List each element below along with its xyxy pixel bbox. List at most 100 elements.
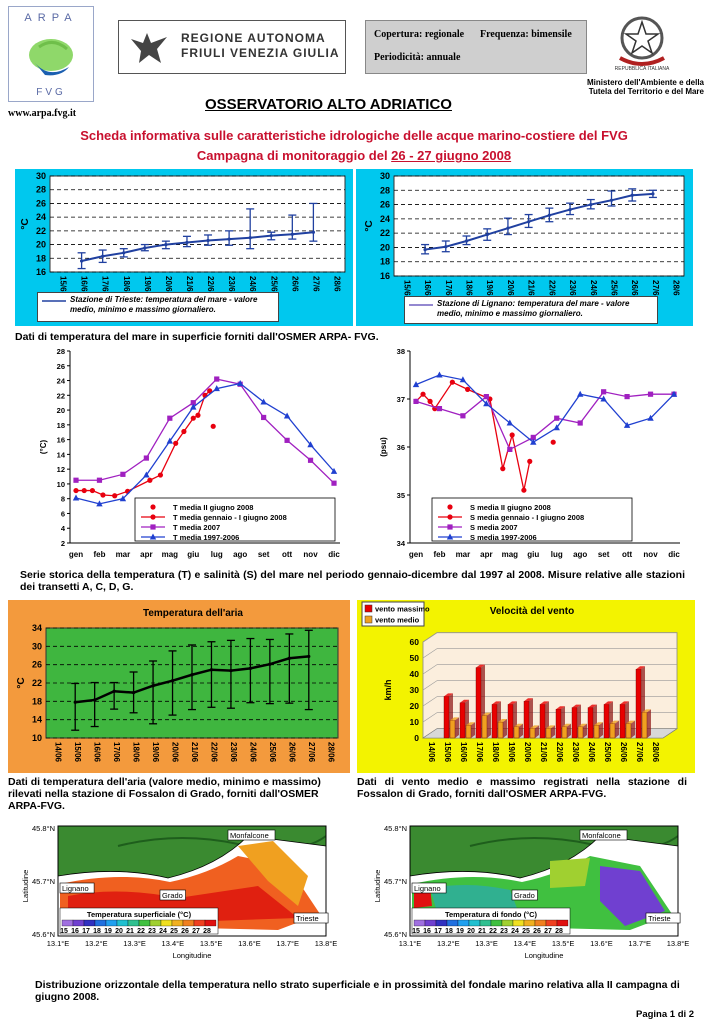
longitude-label: 13.1°E [399, 939, 422, 948]
y-tick-label: 18 [380, 257, 390, 267]
x-tick-label: lug [211, 550, 223, 559]
x-tick-label: 23/06 [571, 742, 580, 763]
data-point [576, 390, 584, 397]
x-tick-label: 17/06 [475, 742, 484, 763]
data-point [550, 439, 556, 445]
gridline [422, 696, 677, 707]
sea-temp-caption: Dati di temperatura del mare in superfic… [15, 331, 379, 343]
scale-swatch [512, 919, 525, 927]
x-tick-label: 18/6 [122, 276, 131, 292]
wind-legend-box [361, 601, 425, 627]
scale-value: 19 [104, 928, 112, 935]
mean-point [485, 232, 489, 237]
wind-chart-panel: vento massimo vento medio Velocità del ven… [357, 600, 695, 773]
mean-point [568, 207, 572, 212]
mean-bar-side [519, 723, 523, 738]
data-point [207, 388, 213, 394]
y-tick-label: 26 [380, 200, 390, 210]
y-tick-label: 18 [36, 253, 46, 263]
campaign-subtitle: Campagna di monitoraggio del 26 - 27 giu… [0, 148, 708, 163]
mean-bar-side [551, 725, 555, 738]
y-tick-label: 16 [57, 436, 65, 445]
x-tick-label: 15/6 [59, 276, 68, 292]
x-tick-label: 24/6 [248, 276, 257, 292]
data-point [465, 386, 471, 392]
mean-bar-top [610, 720, 619, 724]
data-point [447, 514, 453, 520]
coverage-label: Copertura: regionale [374, 29, 465, 40]
y-tick-label: 16 [380, 271, 390, 281]
data-point [460, 413, 466, 419]
longitude-label: 13.7°E [628, 939, 651, 948]
x-tick-label: feb [433, 550, 445, 559]
mean-bar-top [642, 709, 651, 713]
mean-bar-side [631, 720, 635, 738]
x-tick-label: lug [551, 550, 563, 559]
max-bar-top [460, 699, 469, 703]
mean-point [209, 668, 214, 672]
y-tick-label: 12 [57, 465, 65, 474]
y-tick-label: 10 [57, 480, 65, 489]
y-tick-label: 24 [380, 214, 390, 224]
mean-point [190, 673, 194, 677]
air-chart-title: Temperatura dell'aria [143, 608, 243, 619]
y-tick-label: 37 [397, 395, 405, 404]
y-axis-label: (°C) [39, 440, 48, 455]
x-tick-label: 27/6 [651, 280, 660, 296]
mean-point [248, 236, 252, 240]
latitude-label: 45.8°N [384, 824, 407, 833]
map-frame [409, 825, 679, 937]
scale-swatch [127, 919, 140, 927]
latitude-label: 45.7°N [32, 877, 55, 886]
mean-line [424, 192, 653, 251]
mean-bar-top [466, 722, 475, 726]
data-point [147, 477, 153, 483]
mean-point [122, 251, 126, 255]
scale-value: 16 [71, 928, 79, 935]
data-point [214, 376, 220, 382]
x-tick-label: nov [303, 550, 318, 559]
data-point [120, 471, 126, 477]
x-tick-label: 18/06 [132, 742, 141, 763]
data-point [73, 477, 79, 483]
mean-bar [641, 712, 648, 739]
italian-emblem: REPUBBLICA ITALIANA [610, 8, 674, 76]
data-point [73, 487, 79, 494]
mean-bar-top [594, 722, 603, 726]
x-tick-label: 21/06 [190, 742, 199, 763]
y-tick-label: 20 [36, 240, 46, 250]
data-point [509, 432, 515, 438]
data-point [446, 533, 454, 540]
scale-swatch [424, 919, 437, 927]
x-tick-label: ago [573, 550, 587, 559]
arpa-url-link[interactable]: www.arpa.fvg.it [8, 108, 77, 119]
scale-swatch [61, 919, 74, 927]
x-axis-label: Longitudine [525, 951, 564, 960]
x-tick-label: giu [527, 550, 539, 559]
place-label: Monfalcone [582, 831, 621, 840]
legend-swatch [364, 604, 373, 613]
mean-point [185, 240, 189, 245]
y-tick-label: 30 [32, 641, 42, 651]
max-bar-top [588, 704, 597, 708]
scale-title: Temperatura superficiale (°C) [87, 910, 192, 919]
longitude-label: 13.8°E [315, 939, 338, 948]
data-point [150, 514, 156, 520]
data-point [623, 421, 631, 428]
y-tick-label: 24 [57, 377, 66, 386]
plot-area [393, 175, 685, 277]
data-point [530, 434, 536, 440]
x-tick-label: 14/06 [427, 742, 436, 763]
series-line [415, 374, 675, 443]
data-point [195, 412, 201, 418]
x-tick-label: apr [480, 550, 492, 559]
data-point [427, 398, 433, 404]
data-point [149, 533, 157, 540]
gridline [422, 648, 677, 659]
y-tick-label: 30 [36, 171, 46, 181]
bottom-temp-map: Monfalcone Lignano Grado Trieste 45.8°N 45.7°… [373, 824, 689, 960]
mean-point [651, 192, 655, 196]
data-point [647, 414, 654, 421]
place-label: Lignano [414, 884, 441, 893]
max-bar-top [604, 701, 613, 705]
